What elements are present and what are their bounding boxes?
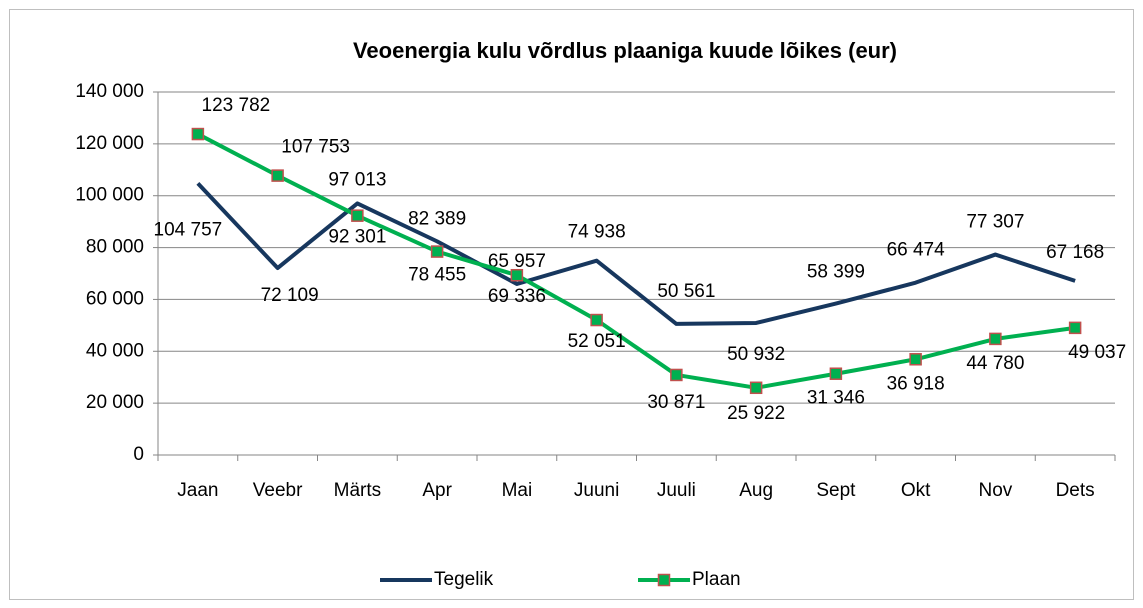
data-label: 30 871: [647, 392, 705, 413]
series-line: [196, 182, 1076, 326]
x-tick-label: Juuni: [574, 480, 619, 501]
x-tick-label: Apr: [422, 480, 452, 501]
x-tick-label: Märts: [334, 480, 382, 501]
marker: [271, 169, 284, 182]
marker: [749, 381, 763, 395]
data-label: 50 932: [727, 344, 785, 365]
data-label: 25 922: [727, 403, 785, 424]
data-label: 50 561: [657, 281, 715, 302]
data-label: 66 474: [887, 240, 946, 261]
y-tick-label: 0: [133, 444, 144, 465]
data-label: 44 780: [966, 353, 1024, 374]
data-label: 49 037: [1068, 342, 1126, 363]
y-tick-label: 60 000: [86, 288, 144, 309]
data-label: 52 051: [568, 331, 626, 352]
x-tick-label: Juuli: [657, 480, 696, 501]
legend-label: Plaan: [692, 569, 741, 590]
data-label: 69 336: [488, 286, 546, 307]
x-tick-label: Mai: [502, 480, 533, 501]
y-tick-label: 100 000: [75, 185, 144, 206]
data-label: 97 013: [328, 169, 386, 190]
data-label: 72 109: [261, 285, 319, 306]
marker: [829, 367, 843, 380]
data-label: 123 782: [202, 95, 271, 116]
y-tick-label: 120 000: [75, 133, 144, 154]
data-label: 104 757: [154, 219, 223, 240]
data-label: 74 938: [568, 222, 626, 243]
data-label: 36 918: [887, 373, 945, 394]
data-label: 65 957: [488, 251, 546, 272]
x-tick-label: Sept: [816, 480, 856, 501]
y-tick-label: 140 000: [75, 81, 144, 102]
x-tick-label: Dets: [1056, 480, 1095, 501]
x-tick-label: Okt: [901, 480, 931, 501]
x-tick-label: Nov: [978, 480, 1012, 501]
data-label: 107 753: [281, 137, 350, 158]
marker: [670, 368, 683, 382]
data-label: 31 346: [807, 388, 865, 409]
marker: [430, 245, 444, 258]
data-label: 92 301: [328, 227, 386, 248]
y-tick-label: 20 000: [86, 392, 144, 413]
marker: [510, 268, 524, 282]
series-line: [196, 132, 1076, 390]
chart-title: Veoenergia kulu võrdlus plaaniga kuude l…: [353, 38, 897, 63]
data-label: 82 389: [408, 208, 466, 229]
x-tick-label: Aug: [739, 480, 773, 501]
x-tick-label: Veebr: [253, 480, 303, 501]
data-label: 67 168: [1046, 242, 1104, 263]
data-label: 58 399: [807, 262, 865, 283]
marker: [351, 209, 364, 222]
data-label: 77 307: [966, 212, 1024, 233]
legend-label: Tegelik: [434, 569, 494, 590]
x-tick-label: Jaan: [177, 480, 218, 501]
y-tick-label: 80 000: [86, 237, 144, 258]
marker: [989, 332, 1002, 346]
legend-marker: [657, 573, 671, 587]
y-tick-label: 40 000: [86, 340, 144, 361]
marker: [191, 127, 205, 141]
data-label: 78 455: [408, 265, 466, 286]
marker: [1068, 321, 1082, 335]
marker: [590, 313, 603, 327]
marker: [909, 353, 922, 366]
